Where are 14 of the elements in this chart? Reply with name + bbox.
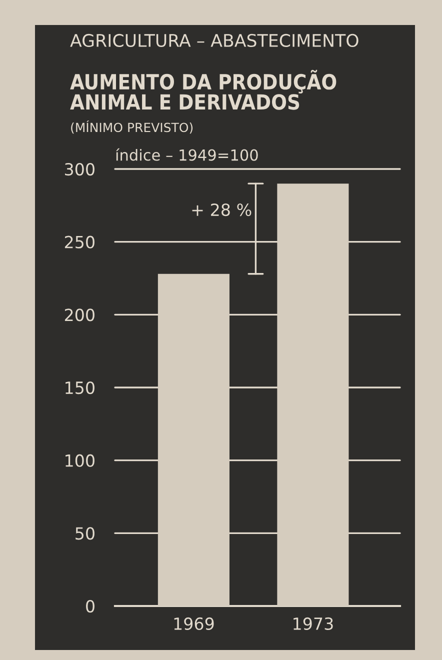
y-tick-label: 0: [86, 600, 94, 613]
y-tick-label: 50: [76, 527, 94, 540]
y-tick-label: 200: [64, 308, 94, 322]
chart-subtitle: (MÍNIMO PREVISTO): [71, 120, 193, 134]
y-tick-label: 150: [66, 381, 94, 394]
x-tick-label: 1973: [294, 617, 333, 630]
text: AGRICULTURA – ABASTECIMENTO: [70, 34, 358, 48]
y-tick-label: 250: [64, 236, 94, 248]
chart-title: AUMENTO DA PRODUÇÃO ANIMAL E DERIVADOS: [70, 70, 336, 110]
y-tick-label: 300: [65, 162, 94, 176]
annotation: + 28 %: [192, 203, 252, 216]
x-tick-label: 1969: [174, 617, 214, 630]
y-tick-label: 100: [66, 454, 94, 467]
y-axis-title: índice – 1949=100: [116, 148, 258, 161]
